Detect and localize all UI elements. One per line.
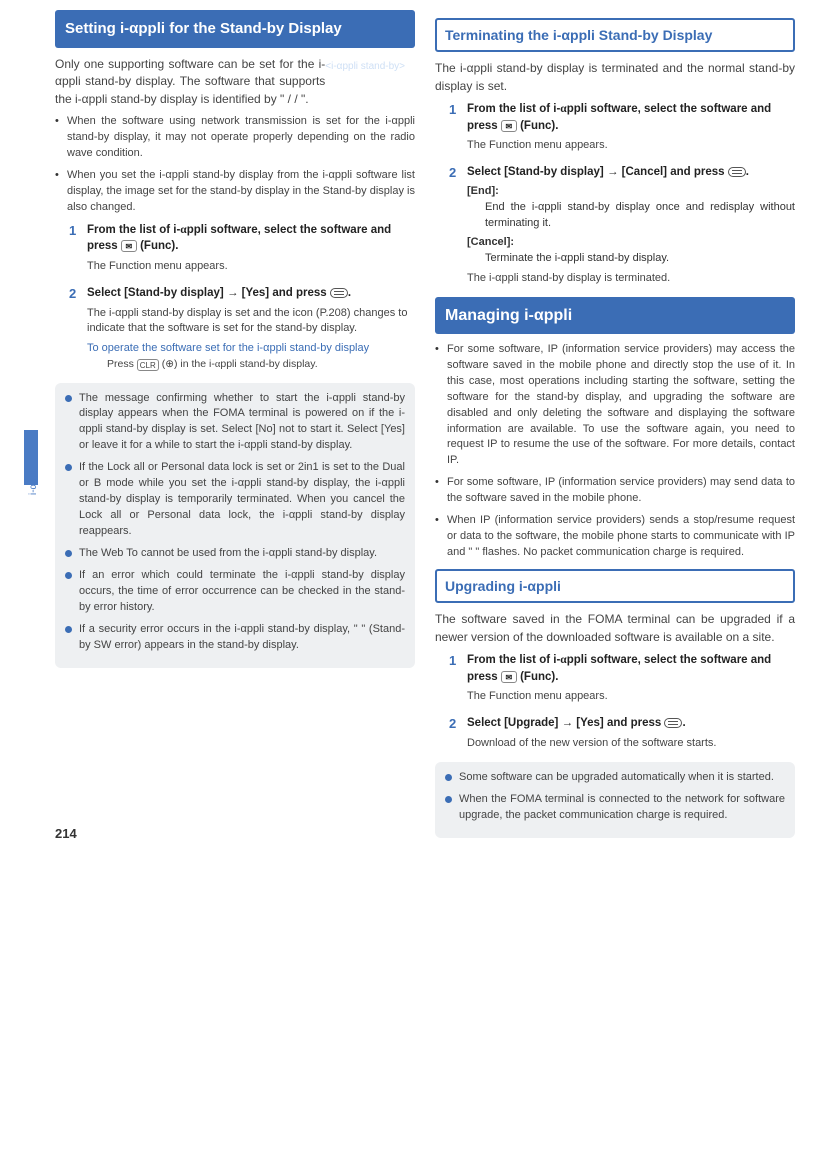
info-item: If the Lock all or Personal data lock is… <box>65 460 405 540</box>
clr-key-icon: CLR <box>137 359 159 371</box>
bullet: When you set the i-αppli stand-by displa… <box>55 168 415 216</box>
managing-bullets: For some software, IP (information servi… <box>435 342 795 561</box>
setting-header: Setting i-αppli for the Stand-by Display… <box>55 10 415 48</box>
step: From the list of i-αppli software, selec… <box>449 101 795 154</box>
upgrade-header: Upgrading i-αppli <box>435 569 795 603</box>
step-after: The i-αppli stand-by display is terminat… <box>467 271 795 287</box>
step-head: Select [Stand-by display] → [Yes] and pr… <box>87 285 415 302</box>
bullet: For some software, IP (information servi… <box>435 475 795 507</box>
note-title: To operate the software set for the i-αp… <box>87 341 415 357</box>
step: From the list of i-αppli software, selec… <box>69 222 415 275</box>
dl-def: Terminate the i-αppli stand-by display. <box>467 251 795 267</box>
info-item: If a security error occurs in the i-αppl… <box>65 622 405 654</box>
terminate-steps: From the list of i-αppli software, selec… <box>449 101 795 287</box>
terminate-header: Terminating the i-αppli Stand-by Display <box>435 18 795 52</box>
page-number: 214 <box>55 825 77 844</box>
dl-term: [End]: <box>467 184 795 200</box>
step: From the list of i-αppli software, selec… <box>449 652 795 705</box>
menu-key-icon <box>330 288 348 298</box>
setting-steps: From the list of i-αppli software, selec… <box>69 222 415 373</box>
left-column: Setting i-αppli for the Stand-by Display… <box>55 10 415 838</box>
dl-term: [Cancel]: <box>467 235 795 251</box>
step-head: From the list of i-αppli software, selec… <box>467 652 795 685</box>
menu-key-icon <box>728 167 746 177</box>
step: Select [Stand-by display] → [Cancel] and… <box>449 164 795 286</box>
info-item: The message confirming whether to start … <box>65 391 405 455</box>
step: Select [Stand-by display] → [Yes] and pr… <box>69 285 415 373</box>
setting-header-title: Setting i-αppli for the Stand-by Display <box>65 20 342 37</box>
menu-key-icon <box>664 718 682 728</box>
setting-info-box: The message confirming whether to start … <box>55 383 415 668</box>
right-column: Terminating the i-αppli Stand-by Display… <box>435 10 795 838</box>
mail-key-icon: ✉ <box>121 240 137 252</box>
note-sub: Press CLR (⊕) in the i-αppli stand-by di… <box>87 357 415 372</box>
setting-header-sub: <i-αppli stand-by> <box>325 60 405 75</box>
step-head: Select [Upgrade] → [Yes] and press . <box>467 715 795 732</box>
bullet: When IP (information service providers) … <box>435 513 795 561</box>
info-item: When the FOMA terminal is connected to t… <box>445 792 785 824</box>
step-sub: Download of the new version of the softw… <box>467 736 795 752</box>
mail-key-icon: ✉ <box>501 120 517 132</box>
info-item: If an error which could terminate the i-… <box>65 568 405 616</box>
managing-header: Managing i-αppli <box>435 297 795 334</box>
step-sub: The Function menu appears. <box>87 259 415 275</box>
step: Select [Upgrade] → [Yes] and press . Dow… <box>449 715 795 752</box>
info-item: Some software can be upgraded automatica… <box>445 770 785 786</box>
bullet: When the software using network transmis… <box>55 114 415 162</box>
step-head: From the list of i-αppli software, selec… <box>87 222 415 255</box>
side-label: i-αppli <box>27 468 42 495</box>
step-sub: The i-αppli stand-by display is set and … <box>87 306 415 338</box>
upgrade-steps: From the list of i-αppli software, selec… <box>449 652 795 752</box>
upgrade-intro: The software saved in the FOMA terminal … <box>435 611 795 646</box>
dl-def: End the i-αppli stand-by display once an… <box>467 200 795 232</box>
step-head: Select [Stand-by display] → [Cancel] and… <box>467 164 795 181</box>
info-item: The Web To cannot be used from the i-αpp… <box>65 546 405 562</box>
setting-bullets: When the software using network transmis… <box>55 114 415 216</box>
terminate-intro: The i-αppli stand-by display is terminat… <box>435 60 795 95</box>
step-head: From the list of i-αppli software, selec… <box>467 101 795 134</box>
upgrade-info-box: Some software can be upgraded automatica… <box>435 762 795 838</box>
bullet: For some software, IP (information servi… <box>435 342 795 470</box>
mail-key-icon: ✉ <box>501 671 517 683</box>
step-sub: The Function menu appears. <box>467 138 795 154</box>
step-sub: The Function menu appears. <box>467 689 795 705</box>
